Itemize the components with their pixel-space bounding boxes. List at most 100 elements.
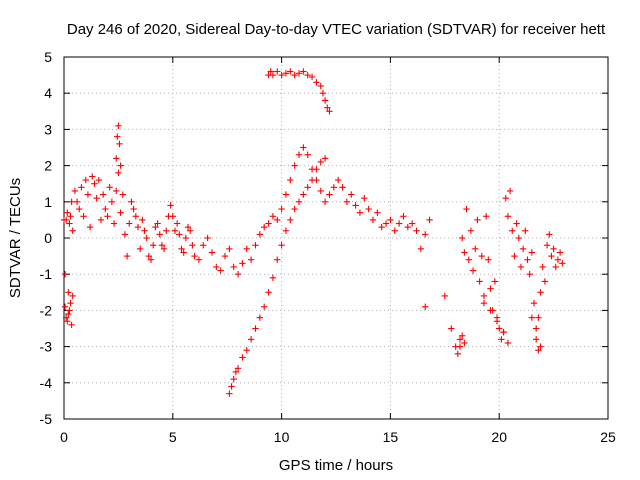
- data-point: [395, 220, 403, 227]
- data-point: [326, 108, 333, 115]
- data-point: [204, 234, 211, 242]
- data-point: [126, 220, 133, 227]
- data-point: [334, 176, 342, 184]
- data-point: [417, 245, 425, 253]
- data-point: [274, 216, 281, 224]
- data-point: [76, 205, 83, 213]
- data-point: [287, 176, 294, 184]
- data-point: [472, 245, 479, 253]
- data-point: [228, 383, 235, 390]
- data-point: [469, 267, 477, 274]
- data-point: [382, 220, 390, 227]
- data-point: [493, 318, 501, 325]
- data-point: [287, 68, 294, 75]
- data-point: [295, 151, 303, 158]
- data-point: [234, 271, 242, 278]
- data-point: [180, 249, 187, 256]
- x-tick-label: 10: [274, 429, 290, 445]
- data-point: [189, 242, 196, 249]
- data-point: [167, 202, 174, 209]
- data-point: [243, 347, 250, 354]
- data-point: [537, 343, 544, 350]
- data-point: [459, 332, 466, 339]
- data-point: [221, 252, 229, 260]
- data-point: [491, 278, 499, 285]
- data-point: [476, 278, 483, 285]
- data-point: [239, 260, 246, 267]
- data-point: [526, 271, 533, 278]
- data-point: [184, 223, 192, 231]
- data-point: [343, 198, 351, 205]
- data-point: [474, 216, 481, 224]
- data-point: [106, 184, 113, 191]
- data-point: [496, 325, 503, 332]
- data-point: [321, 97, 329, 104]
- data-point: [522, 227, 529, 234]
- data-point: [269, 274, 277, 282]
- data-point: [191, 252, 198, 260]
- data-point: [116, 140, 123, 148]
- data-point: [456, 336, 464, 343]
- data-point: [239, 354, 246, 361]
- data-point: [287, 216, 294, 224]
- data-point: [304, 151, 311, 158]
- data-point: [304, 184, 311, 191]
- grid: [64, 57, 608, 419]
- data-point: [539, 263, 546, 271]
- data-point: [504, 339, 512, 347]
- y-tick-label: -3: [40, 339, 53, 355]
- data-point: [171, 227, 179, 234]
- data-point: [448, 325, 455, 332]
- data-point: [66, 220, 73, 227]
- data-point: [480, 292, 488, 300]
- data-point: [95, 176, 103, 184]
- data-point: [169, 213, 176, 220]
- data-point: [226, 390, 233, 397]
- data-point: [532, 336, 540, 343]
- data-point: [517, 263, 525, 271]
- data-point: [115, 169, 122, 177]
- data-point: [504, 213, 512, 220]
- data-point: [300, 191, 307, 198]
- data-point: [123, 252, 131, 260]
- data-point: [247, 256, 255, 263]
- data-point: [532, 325, 540, 332]
- data-point: [487, 307, 494, 314]
- data-point: [200, 242, 207, 249]
- data-point: [139, 216, 146, 224]
- data-point: [93, 194, 100, 202]
- data-point: [556, 249, 564, 256]
- data-point: [69, 227, 76, 234]
- data-point: [134, 223, 142, 231]
- data-point: [152, 223, 159, 231]
- data-point: [543, 242, 551, 249]
- data-point: [454, 350, 462, 358]
- data-point: [97, 216, 105, 224]
- y-tick-label: -5: [40, 411, 53, 427]
- data-point: [528, 314, 536, 321]
- data-point: [502, 194, 509, 202]
- data-point: [441, 292, 448, 300]
- data-point: [130, 205, 137, 213]
- data-point: [487, 285, 494, 292]
- data-point: [321, 155, 329, 162]
- data-points: [60, 68, 566, 397]
- data-point: [160, 245, 168, 253]
- data-point: [113, 155, 120, 162]
- data-point: [176, 231, 183, 238]
- data-point: [104, 213, 111, 220]
- data-point: [61, 271, 69, 278]
- data-point: [213, 263, 220, 271]
- data-point: [541, 278, 549, 285]
- data-point: [265, 220, 272, 227]
- data-point: [509, 227, 516, 234]
- y-tick-label: -4: [40, 375, 53, 391]
- data-point: [267, 68, 274, 75]
- data-point: [128, 198, 135, 205]
- data-point: [304, 71, 311, 79]
- data-point: [408, 220, 416, 227]
- data-point: [361, 194, 368, 202]
- data-point: [554, 256, 562, 263]
- y-axis-title: SDTVAR / TECUs: [7, 178, 24, 298]
